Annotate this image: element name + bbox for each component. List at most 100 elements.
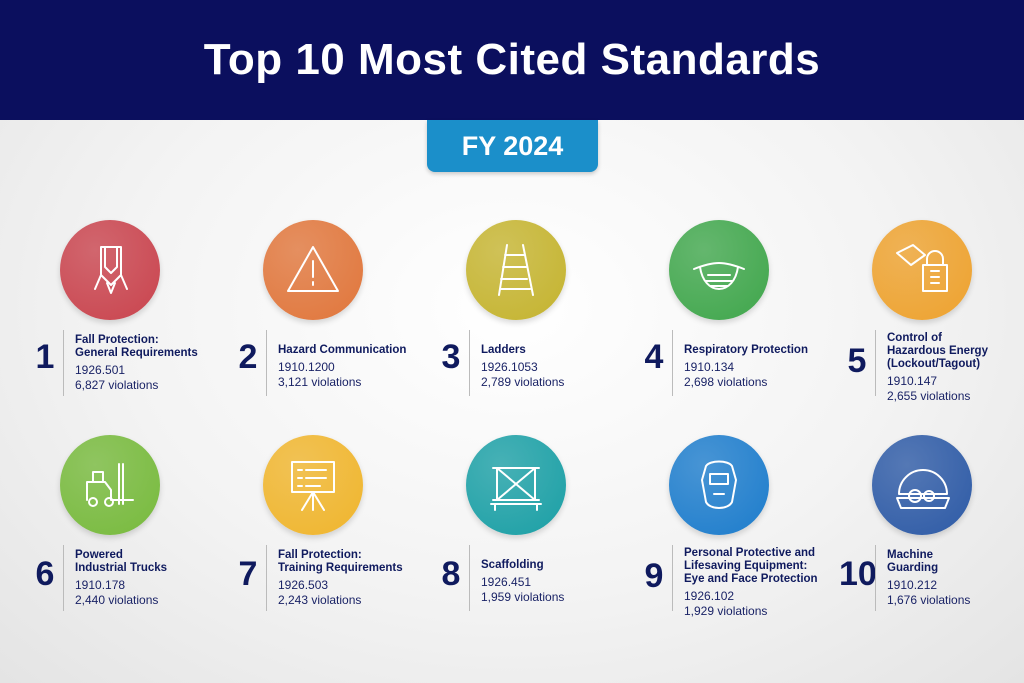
title-line: Ladders: [481, 344, 526, 356]
icon-circle: [669, 220, 769, 320]
standard-info: Machine Guarding 1910.212 1,676 violation…: [887, 549, 1024, 608]
standard-item-6: 6 Powered Industrial Trucks 1910.178 2,44…: [5, 435, 208, 635]
icon-circle: [263, 435, 363, 535]
violation-count: 2,440 violations: [75, 593, 159, 607]
violation-count: 2,655 violations: [887, 389, 971, 403]
divider: [469, 330, 470, 396]
standard-title: Control of Hazardous Energy (Lockout/Tagou…: [887, 332, 1024, 371]
standard-info: Control of Hazardous Energy (Lockout/Tagou…: [887, 332, 1024, 404]
standard-title: Personal Protective and Lifesaving Equipm…: [684, 547, 824, 586]
warning-icon: [287, 246, 339, 292]
fiscal-year-badge: FY 2024: [427, 120, 598, 172]
standard-item-7: 7 Fall Protection: Training Requirements …: [208, 435, 411, 635]
standard-title: Fall Protection: Training Requirements: [278, 549, 418, 575]
standard-code: 1926.1053: [481, 360, 538, 374]
standard-code: 1926.102: [684, 589, 735, 603]
icon-circle: [466, 220, 566, 320]
title-line: Eye and Face Protection: [684, 573, 818, 585]
standard-code: 1926.503: [278, 578, 329, 592]
divider: [672, 330, 673, 396]
standard-info: Fall Protection: Training Requirements 19…: [278, 549, 418, 608]
divider: [875, 330, 876, 396]
title-line: Hazard Communication: [278, 344, 407, 356]
title-line: Fall Protection:: [75, 334, 159, 346]
title-line: Industrial Trucks: [75, 562, 168, 574]
welding-mask-icon: [701, 460, 737, 509]
padlock-tag-icon: [896, 244, 948, 292]
divider: [266, 330, 267, 396]
presentation-board-icon: [291, 461, 335, 511]
rank-number: 8: [441, 555, 461, 593]
standard-item-10: 10 Machine Guarding 1910.212 1,676 violat…: [817, 435, 1020, 635]
rank-number: 9: [644, 557, 664, 595]
standard-info: Scaffolding 1926.451 1,959 violations: [481, 559, 621, 605]
divider: [63, 330, 64, 396]
icon-circle: [60, 435, 160, 535]
forklift-icon: [86, 463, 134, 507]
standard-code: 1926.451: [481, 575, 532, 589]
standard-info: Hazard Communication 1910.1200 3,121 vio…: [278, 344, 418, 390]
standard-code: 1910.147: [887, 374, 938, 388]
standard-code: 1910.134: [684, 360, 735, 374]
title-line: Guarding: [887, 562, 939, 574]
standard-item-1: 1 Fall Protection: General Requirements 1…: [5, 220, 208, 420]
machine-guard-icon: [896, 469, 950, 509]
rank-number: 1: [35, 338, 55, 376]
standard-title: Powered Industrial Trucks: [75, 549, 215, 575]
violation-count: 3,121 violations: [278, 375, 362, 389]
standard-item-2: 2 Hazard Communication 1910.1200 3,121 v…: [208, 220, 411, 420]
violation-count: 1,929 violations: [684, 604, 768, 618]
divider: [63, 545, 64, 611]
standard-item-5: 5 Control of Hazardous Energy (Lockout/Tag…: [817, 220, 1020, 420]
violation-count: 1,959 violations: [481, 590, 565, 604]
title-line: Respiratory Protection: [684, 344, 808, 356]
title-line: General Requirements: [75, 347, 198, 359]
scaffold-icon: [490, 467, 542, 511]
harness-icon: [94, 246, 128, 294]
standard-info: Powered Industrial Trucks 1910.178 2,440 …: [75, 549, 215, 608]
rank-number: 7: [238, 555, 258, 593]
standard-title: Fall Protection: General Requirements: [75, 334, 215, 360]
standard-title: Respiratory Protection: [684, 344, 824, 357]
standard-item-8: 8 Scaffolding 1926.451 1,959 violations: [411, 435, 614, 635]
icon-circle: [60, 220, 160, 320]
title-line: Training Requirements: [278, 562, 403, 574]
divider: [672, 545, 673, 611]
rank-number: 2: [238, 338, 258, 376]
standard-item-9: 9 Personal Protective and Lifesaving Equi…: [614, 435, 818, 635]
standard-code: 1926.501: [75, 363, 126, 377]
icon-circle: [669, 435, 769, 535]
title-line: Personal Protective and: [684, 547, 816, 559]
standard-title: Ladders: [481, 344, 621, 357]
violation-count: 1,676 violations: [887, 593, 971, 607]
rank-number: 3: [441, 338, 461, 376]
standard-info: Ladders 1926.1053 2,789 violations: [481, 344, 621, 390]
icon-circle: [872, 220, 972, 320]
violation-count: 2,789 violations: [481, 375, 565, 389]
divider: [875, 545, 876, 611]
violation-count: 2,243 violations: [278, 593, 362, 607]
title-line: (Lockout/Tagout): [887, 358, 981, 370]
standard-info: Personal Protective and Lifesaving Equipm…: [684, 547, 824, 619]
respirator-mask-icon: [693, 262, 745, 290]
ladder-icon: [498, 244, 534, 296]
divider: [266, 545, 267, 611]
standard-title: Machine Guarding: [887, 549, 1024, 575]
title-line: Control of: [887, 332, 942, 344]
icon-circle: [466, 435, 566, 535]
page-title: Top 10 Most Cited Standards: [203, 35, 821, 84]
violation-count: 6,827 violations: [75, 378, 159, 392]
divider: [469, 545, 470, 611]
title-line: Scaffolding: [481, 559, 544, 571]
standard-info: Respiratory Protection 1910.134 2,698 vi…: [684, 344, 824, 390]
standard-title: Hazard Communication: [278, 344, 418, 357]
rank-number: 6: [35, 555, 55, 593]
violation-count: 2,698 violations: [684, 375, 768, 389]
header-banner: Top 10 Most Cited Standards: [0, 0, 1024, 120]
title-line: Fall Protection:: [278, 549, 362, 561]
icon-circle: [263, 220, 363, 320]
rank-number: 4: [644, 338, 664, 376]
standard-item-3: 3 Ladders 1926.1053 2,789 violations: [411, 220, 614, 420]
rank-number: 10: [839, 555, 877, 593]
title-line: Machine: [887, 549, 934, 561]
